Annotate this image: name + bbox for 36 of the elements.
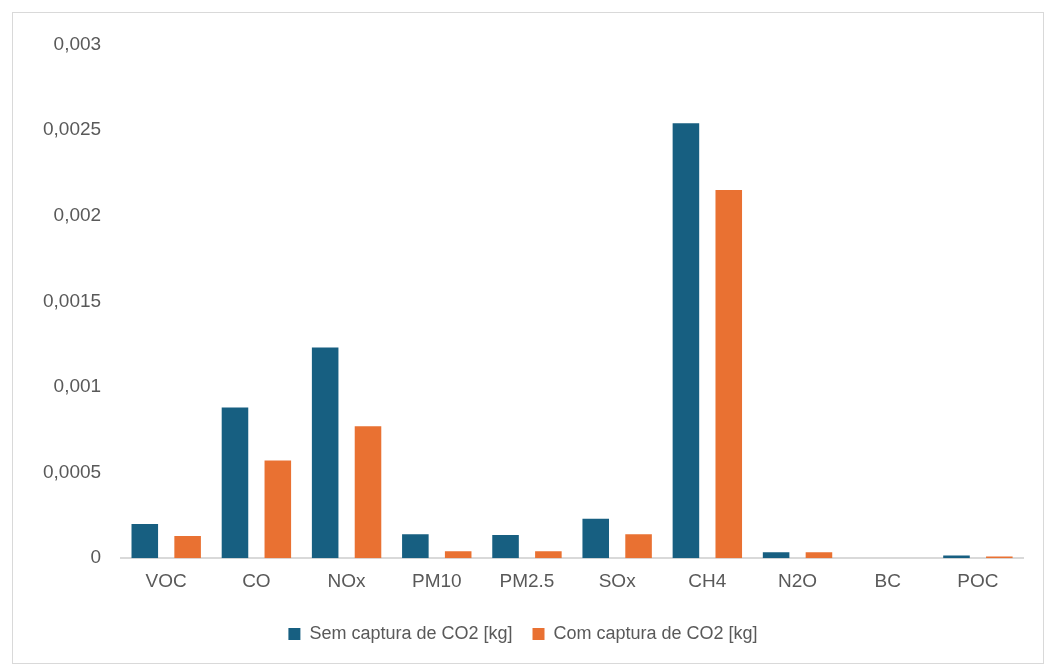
legend-label: Sem captura de CO2 [kg] <box>309 622 513 643</box>
y-tick-label: 0,001 <box>53 375 102 397</box>
bar <box>444 551 472 559</box>
x-tick-label: CH4 <box>688 569 727 591</box>
bar <box>805 552 833 559</box>
bar <box>535 551 562 559</box>
bar <box>221 407 249 559</box>
y-tick-label: 0,003 <box>53 32 102 54</box>
bar <box>625 534 652 559</box>
x-tick-label: SOx <box>598 569 637 591</box>
bar <box>402 534 429 559</box>
y-tick-label: 0,0005 <box>42 460 102 482</box>
x-tick-label: PM10 <box>411 569 462 591</box>
x-tick-label: BC <box>874 569 901 591</box>
y-tick-label: 0,0015 <box>42 289 102 311</box>
bar <box>943 555 970 559</box>
x-tick-label: PM2.5 <box>499 569 555 591</box>
x-tick-label: VOC <box>145 569 187 591</box>
bar <box>174 535 201 559</box>
y-tick-label: 0 <box>90 546 102 568</box>
bar <box>715 189 743 559</box>
bar <box>492 535 519 559</box>
legend-label: Com captura de CO2 [kg] <box>553 622 758 643</box>
bar <box>131 523 159 559</box>
x-tick-label: CO <box>242 569 271 591</box>
x-tick-label: N2O <box>777 569 818 591</box>
x-tick-label: NOx <box>327 569 367 591</box>
y-tick-label: 0,0025 <box>42 118 102 140</box>
bar <box>582 518 610 559</box>
bar <box>762 552 790 559</box>
bar <box>264 460 292 559</box>
x-tick-label: POC <box>957 569 999 591</box>
bar <box>672 123 700 559</box>
bar <box>311 347 339 559</box>
y-tick-label: 0,002 <box>53 203 102 225</box>
bar <box>354 426 382 559</box>
